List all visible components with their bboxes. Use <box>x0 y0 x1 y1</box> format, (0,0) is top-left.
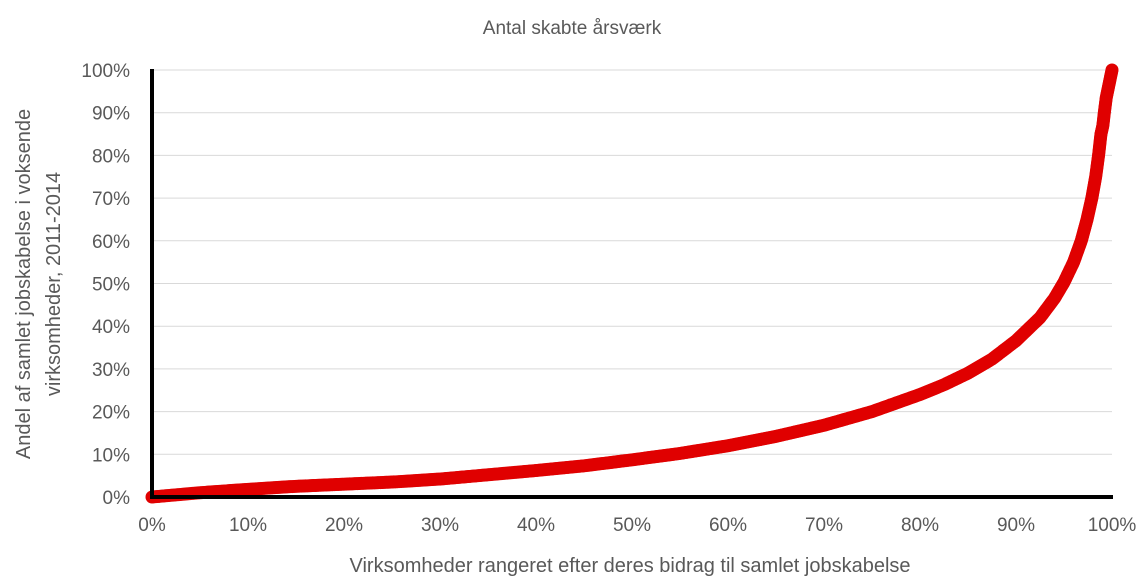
x-tick-label: 90% <box>997 515 1035 536</box>
y-axis-title: Andel af samlet jobskabelse i voksende v… <box>13 109 65 459</box>
x-axis-title: Virksomheder rangeret efter deres bidrag… <box>349 555 910 577</box>
y-tick-label: 10% <box>92 445 130 466</box>
y-axis-title-line-1: Andel af samlet jobskabelse i voksende <box>13 109 35 459</box>
y-tick-label: 20% <box>92 403 130 424</box>
y-tick-label: 90% <box>92 104 130 125</box>
data-points <box>145 63 1119 504</box>
grid-lines <box>152 69 1112 455</box>
y-tick-label: 80% <box>92 146 130 167</box>
x-tick-label: 10% <box>229 515 267 536</box>
y-tick-label: 70% <box>92 189 130 210</box>
x-tick-label: 70% <box>805 515 843 536</box>
y-tick-label: 50% <box>92 275 130 296</box>
x-tick-label: 40% <box>517 515 555 536</box>
chart-title: Antal skabte årsværk <box>483 18 662 39</box>
x-tick-labels: 0% 10% 20% 30% 40% 50% 60% 70% 80% 90% 100% <box>138 515 1136 536</box>
y-tick-label: 0% <box>103 488 131 509</box>
y-tick-labels: 0% 10% 20% 30% 40% 50% 60% 70% 80% 90% 100% <box>81 61 130 509</box>
x-tick-label: 60% <box>709 515 747 536</box>
y-tick-label: 100% <box>81 61 130 82</box>
x-tick-label: 100% <box>1088 515 1137 536</box>
x-tick-label: 0% <box>138 515 166 536</box>
x-tick-label: 80% <box>901 515 939 536</box>
y-tick-label: 30% <box>92 360 130 381</box>
y-tick-label: 40% <box>92 317 130 338</box>
x-tick-label: 50% <box>613 515 651 536</box>
x-tick-label: 20% <box>325 515 363 536</box>
y-axis-title-line-2: virksomheder, 2011-2014 <box>43 172 65 396</box>
x-tick-label: 30% <box>421 515 459 536</box>
y-tick-label: 60% <box>92 232 130 253</box>
data-point <box>1105 63 1119 77</box>
